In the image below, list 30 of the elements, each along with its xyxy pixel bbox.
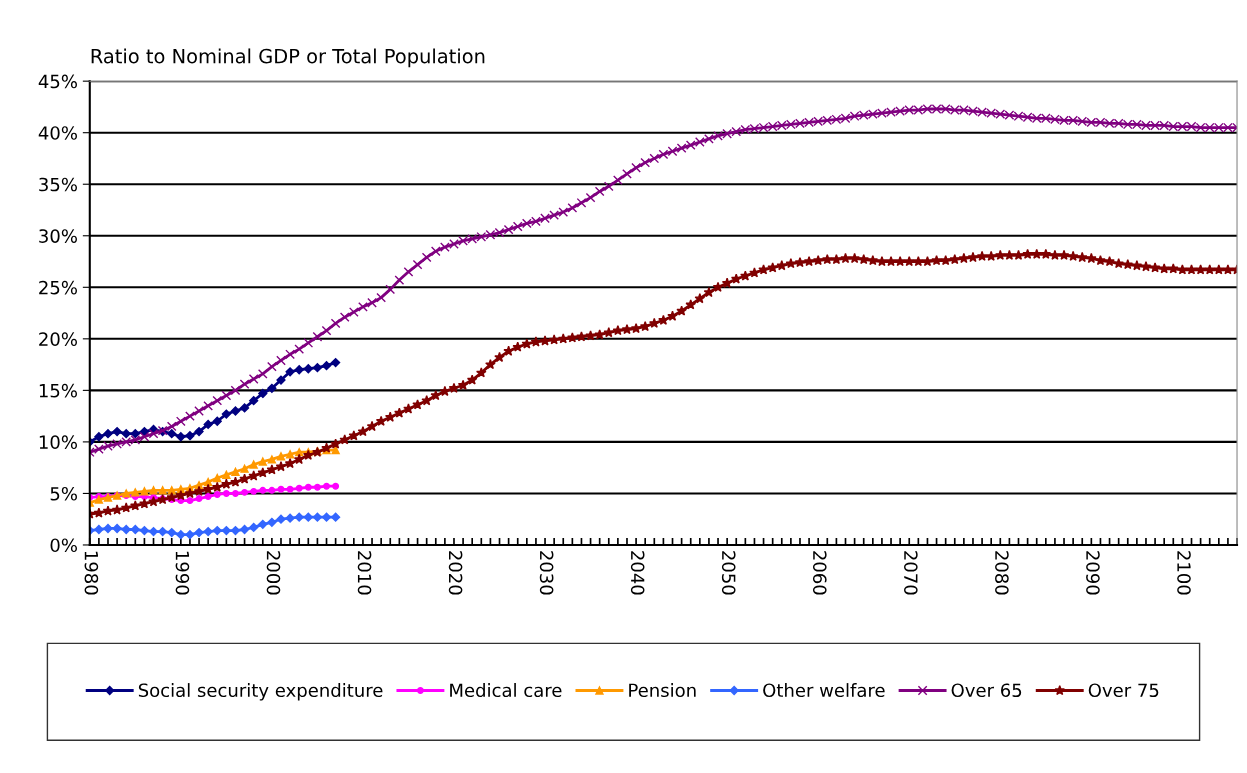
legend-label: Social security expenditure xyxy=(138,683,383,701)
y-tick-label: 45% xyxy=(38,74,77,89)
y-tick-label: 5% xyxy=(50,486,77,501)
x-tick-label: 2040 xyxy=(630,551,645,595)
x-tick-label: 2100 xyxy=(1177,551,1191,595)
y-tick-label: 20% xyxy=(39,332,77,346)
legend-label: Over 65 xyxy=(951,683,1022,698)
x-tick-label: 2030 xyxy=(539,551,554,595)
y-axis-title: Ratio to Nominal GDP or Total Population xyxy=(91,48,485,68)
x-tick-label: 2080 xyxy=(995,551,1009,595)
x-tick-label: 2000 xyxy=(266,551,281,595)
x-tick-label: 2070 xyxy=(904,551,918,595)
legend-label: Medical care xyxy=(450,683,562,698)
y-tick-label: 25% xyxy=(39,280,77,295)
y-tick-label: 30% xyxy=(39,229,77,243)
legend-label: Over 75 xyxy=(1088,683,1159,698)
x-tick-label: 2050 xyxy=(721,551,736,595)
x-tick-label: 2090 xyxy=(1086,551,1100,595)
x-tick-label: 1990 xyxy=(175,551,190,595)
x-tick-label: 2010 xyxy=(357,551,372,595)
x-tick-label: 1980 xyxy=(84,551,99,595)
x-tick-label: 2020 xyxy=(448,551,463,595)
legend-label: Pension xyxy=(629,683,696,698)
y-tick-label: 15% xyxy=(39,383,77,398)
y-tick-label: 40% xyxy=(38,126,77,140)
x-tick-label: 2060 xyxy=(812,551,827,595)
y-tick-label: 35% xyxy=(39,177,77,192)
y-tick-label: 10% xyxy=(39,435,77,450)
y-tick-label: 0% xyxy=(50,538,77,553)
legend-label: Other welfare xyxy=(763,683,885,698)
